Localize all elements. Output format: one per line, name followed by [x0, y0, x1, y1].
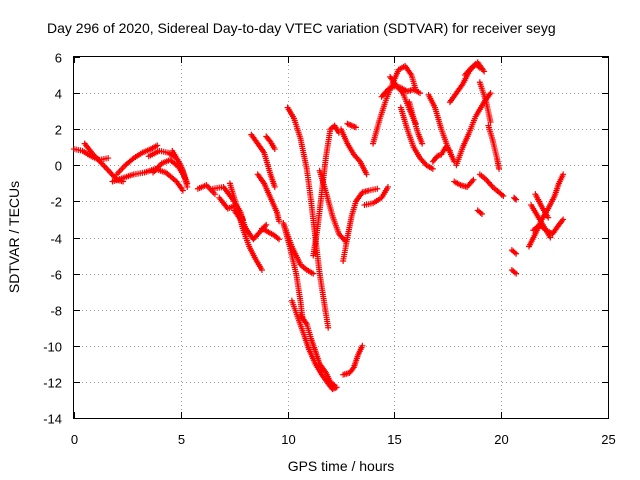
- series-arc-8: [194, 182, 218, 198]
- data-point-markers: [511, 194, 520, 203]
- data-point-markers: [508, 266, 520, 277]
- data-point-markers: [263, 133, 278, 153]
- data-point-markers: [453, 90, 494, 169]
- data-point-markers: [474, 207, 485, 218]
- x-tick-label: 0: [71, 432, 78, 447]
- y-tick-label: -2: [50, 195, 62, 210]
- data-point-markers: [530, 216, 567, 237]
- data-point-markers: [340, 185, 381, 264]
- y-tick-label: 6: [55, 51, 62, 66]
- data-point-markers: [425, 91, 458, 165]
- data-point-markers: [451, 176, 477, 190]
- data-point-markers: [476, 171, 507, 199]
- x-tick-label: 25: [601, 432, 615, 447]
- series-arc-36: [446, 61, 483, 106]
- series-arc-26: [338, 126, 370, 178]
- data-point-markers: [194, 182, 218, 198]
- series-arc-41: [485, 122, 503, 172]
- series-arc-49: [530, 216, 567, 237]
- data-point-markers: [297, 312, 338, 389]
- data-point-markers: [231, 207, 270, 243]
- data-point-markers: [258, 225, 283, 243]
- x-axis-title: GPS time / hours: [288, 458, 395, 474]
- series-arc-46: [508, 266, 520, 277]
- chart-title: Day 296 of 2020, Sidereal Day-to-day VTE…: [47, 20, 556, 36]
- plot-frame: [73, 56, 609, 419]
- series-arc-38: [461, 59, 488, 79]
- data-point-markers: [169, 147, 191, 187]
- data-point-markers: [361, 183, 391, 209]
- x-tick-label: 5: [178, 432, 185, 447]
- data-point-markers: [248, 131, 278, 190]
- data-point-markers: [461, 59, 488, 79]
- data-point-markers: [254, 171, 283, 225]
- y-tick-label: -4: [50, 232, 62, 247]
- data-point-markers: [340, 342, 366, 378]
- series-arc-13: [248, 131, 278, 190]
- series-arc-43: [474, 207, 485, 218]
- series-arc-3: [109, 165, 186, 194]
- y-tick-label: 4: [55, 87, 62, 102]
- data-point-markers: [288, 297, 340, 393]
- data-point-markers: [387, 73, 419, 127]
- data-point-markers: [485, 122, 503, 172]
- series-arc-20: [297, 312, 338, 389]
- series-arc-42: [476, 171, 507, 199]
- series-arc-37: [453, 90, 494, 169]
- x-tick-label: 15: [387, 432, 401, 447]
- data-point-markers: [316, 167, 349, 245]
- data-point-markers: [280, 220, 306, 322]
- series-arc-12: [231, 207, 270, 243]
- data-points: [71, 59, 567, 393]
- y-tick-label: -14: [43, 412, 62, 427]
- data-point-markers: [476, 79, 494, 125]
- data-point-markers: [284, 104, 332, 331]
- series-arc-24: [340, 342, 366, 378]
- series-arc-44: [511, 194, 520, 203]
- data-point-markers: [397, 104, 436, 172]
- data-point-markers: [109, 165, 186, 194]
- series-arc-50: [532, 191, 552, 221]
- y-tick-label: -6: [50, 268, 62, 283]
- series-arc-35: [425, 91, 458, 165]
- y-tick-label: -12: [43, 376, 62, 391]
- series-arc-40: [476, 79, 494, 125]
- series-arc-25: [344, 120, 359, 131]
- series-arc-16: [263, 133, 278, 153]
- series-arc-32: [387, 73, 419, 127]
- series-arc-18: [280, 220, 306, 322]
- series-arc-29: [370, 63, 419, 147]
- series-arc-23: [316, 167, 349, 245]
- series-arc-27: [340, 185, 381, 264]
- series-arc-33: [397, 104, 436, 172]
- series-arc-15: [258, 225, 283, 243]
- data-point-markers: [532, 191, 552, 221]
- y-tick-label: -10: [43, 340, 62, 355]
- x-tick-label: 10: [281, 432, 295, 447]
- y-tick-label: -8: [50, 304, 62, 319]
- series-arc-19: [288, 297, 340, 393]
- y-tick-label: 2: [55, 123, 62, 138]
- data-point-markers: [338, 126, 370, 178]
- series-arc-22: [284, 104, 332, 331]
- series-arc-4: [113, 142, 161, 178]
- series-arc-45: [508, 247, 520, 257]
- x-tick-label: 20: [494, 432, 508, 447]
- series-arc-28: [361, 183, 391, 209]
- series-arc-14: [254, 171, 283, 225]
- data-point-markers: [446, 61, 483, 106]
- data-point-markers: [113, 142, 161, 178]
- data-point-markers: [344, 120, 359, 131]
- series-arc-7: [169, 147, 191, 187]
- data-point-markers: [370, 63, 419, 147]
- data-point-markers: [508, 247, 520, 257]
- y-tick-label: 0: [55, 159, 62, 174]
- series-arc-39: [451, 176, 477, 190]
- y-axis-title: SDTVAR / TECUs: [6, 181, 22, 293]
